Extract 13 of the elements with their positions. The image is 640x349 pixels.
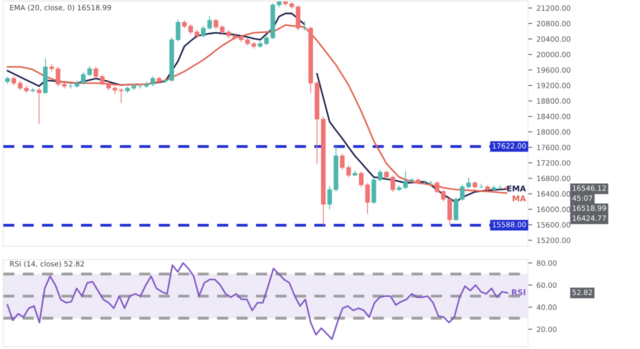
candlestick: [447, 197, 452, 226]
candlestick: [378, 169, 382, 182]
candlestick: [340, 153, 345, 170]
candlestick: [372, 177, 376, 204]
candlestick: [207, 15, 212, 30]
candlestick: [87, 66, 92, 77]
candlestick: [201, 25, 206, 38]
candlestick: [36, 87, 42, 124]
candlestick: [118, 88, 124, 104]
candlestick: [346, 164, 351, 178]
line-series: [6, 262, 508, 340]
candlestick: [466, 177, 471, 189]
candlestick: [12, 76, 16, 86]
